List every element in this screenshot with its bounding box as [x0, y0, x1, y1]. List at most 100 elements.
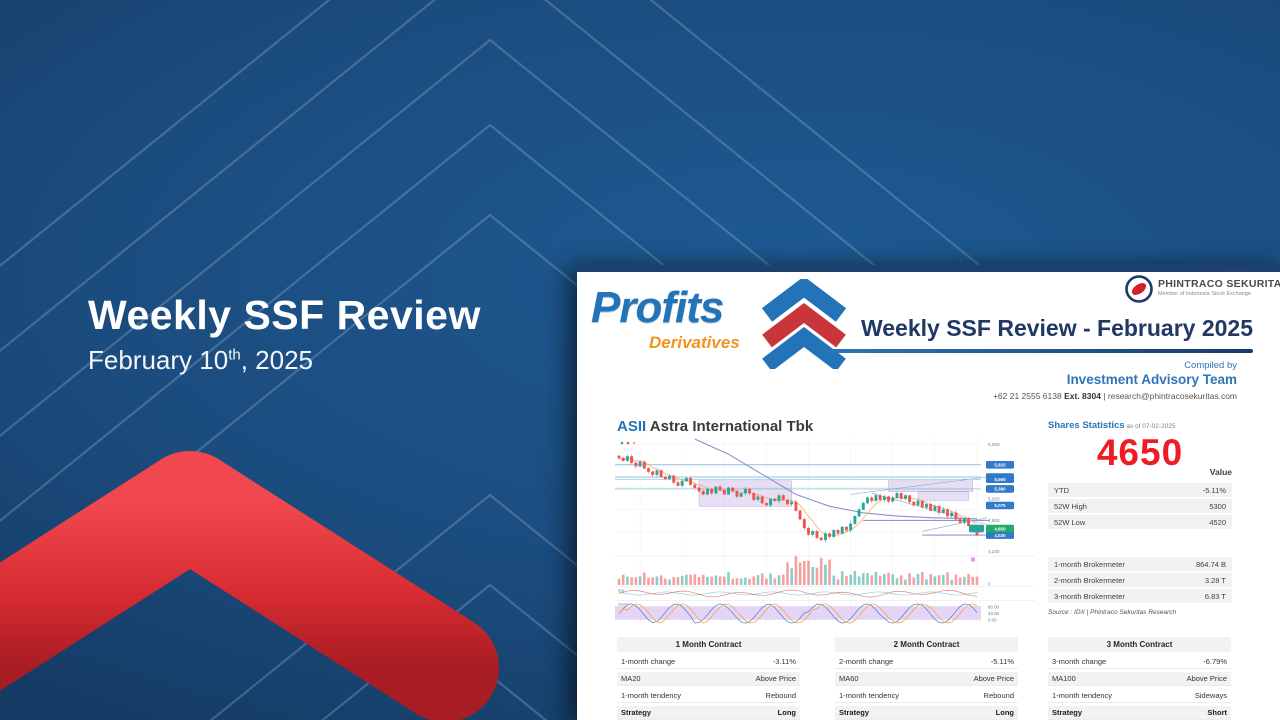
contract-row-label: Strategy	[1052, 708, 1083, 717]
contract-row: 1-month tendency Rebound	[617, 689, 800, 703]
stats-row: YTD -5.11%	[1048, 483, 1232, 497]
contract-row-label: MA60	[839, 674, 859, 683]
phintraco-tagline: Member of Indonesia Stock Exchange	[1158, 291, 1251, 297]
contract-row: 1-month tendency Sideways	[1048, 689, 1231, 703]
slide-date-ordinal: th	[228, 346, 241, 364]
compiled-by-label: Compiled by	[1184, 360, 1237, 371]
contract-row-value: Above Price	[755, 674, 796, 683]
broker-row: 3-month Brokermeter 6.83 T	[1048, 589, 1232, 603]
contract-row: 1-month change -3.11%	[617, 655, 800, 669]
contract-row: MA60 Above Price	[835, 672, 1018, 686]
phintraco-name: PHINTRACO SEKURITAS	[1158, 278, 1280, 290]
slide-date-day: February 10	[88, 345, 229, 375]
contract-row-value: Long	[777, 708, 796, 717]
contract-table-1-month: 1 Month Contract 1-month change -3.11% MA20…	[617, 637, 800, 720]
compiled-by-block: Compiled by Investment Advisory Team +62…	[993, 360, 1237, 401]
svg-text:RSI: RSI	[618, 589, 624, 593]
stats-row: 52W High 5300	[1048, 499, 1232, 513]
contract-row-value: Short	[1207, 708, 1227, 717]
report-title: Weekly SSF Review - February 2025	[860, 315, 1254, 341]
phintraco-logo-icon	[1125, 275, 1153, 303]
compiled-by-team: Investment Advisory Team	[1066, 371, 1237, 387]
contract-row-label: 1-month change	[621, 657, 676, 666]
red-chevron-shape	[0, 451, 499, 720]
stock-ticker: ASII	[617, 418, 647, 435]
broker-row: 1-month Brokermeter 864.74 B	[1048, 557, 1232, 571]
contract-row: MA20 Above Price	[617, 672, 800, 686]
svg-text:4,650: 4,650	[994, 526, 1006, 531]
stats-row-label: 52W Low	[1054, 517, 1086, 527]
contract-row: 3-month change -6.79%	[1048, 655, 1231, 669]
contract-row: 1-month tendency Rebound	[835, 689, 1018, 703]
current-price: 4650	[1096, 432, 1184, 473]
source-note: Source : IDX | Phintraco Sekuritas Resea…	[1048, 609, 1177, 616]
shares-statistics-label: Shares Statistics	[1048, 420, 1125, 431]
svg-text:5,825: 5,825	[994, 462, 1006, 467]
broker-row-value: 3.28 T	[1204, 575, 1226, 585]
stats-row-value: -5.11%	[1202, 485, 1226, 495]
svg-text:5,075: 5,075	[994, 503, 1006, 508]
contract-row-value: -6.79%	[1203, 657, 1227, 666]
contract-table-2-month: 2 Month Contract 2-month change -5.11% MA60…	[835, 637, 1018, 720]
contract-row-label: 1-month tendency	[1052, 691, 1113, 700]
contract-row: MA100 Above Price	[1048, 672, 1231, 686]
contact-email: | research@phintracosekuritas.com	[1100, 390, 1237, 401]
price-chart: RSI Stoch 6,200 5,200 4,800 4,230 0 80.00 40.00 0…	[615, 435, 1035, 629]
contract-row-value: Above Price	[1186, 674, 1227, 683]
contract-table-header: 2 Month Contract	[835, 637, 1018, 652]
contract-row-label: Strategy	[839, 708, 870, 717]
report-title-underline	[827, 349, 1253, 353]
stats-row-value: 5300	[1209, 501, 1226, 511]
profits-logo-text: Profits	[591, 283, 724, 332]
contract-row-label: 2-month change	[839, 657, 894, 666]
shares-statistics-table: YTD -5.11% 52W High 5300 52W Low 4520	[1048, 483, 1232, 531]
contract-table-header: 1 Month Contract	[617, 637, 800, 652]
slide-title: Weekly SSF Review	[88, 292, 481, 338]
brokermeter-table: 1-month Brokermeter 864.74 B 2-month Broke…	[1048, 557, 1232, 605]
broker-row-label: 3-month Brokermeter	[1054, 591, 1125, 601]
svg-text:80.00: 80.00	[988, 605, 1000, 610]
broker-row: 2-month Brokermeter 3.28 T	[1048, 573, 1232, 587]
contract-row: Strategy Long	[835, 706, 1018, 720]
svg-text:0: 0	[988, 582, 991, 587]
stats-row-label: YTD	[1054, 485, 1069, 495]
stats-row-value: 4520	[1209, 517, 1226, 527]
stock-chart-title: ASII Astra International Tbk	[617, 418, 813, 435]
svg-text:6,200: 6,200	[988, 442, 1000, 447]
contract-row-value: Above Price	[973, 674, 1014, 683]
profits-derivatives-logo: Profits Derivatives	[589, 277, 847, 369]
stats-row: 52W Low 4520	[1048, 515, 1232, 529]
contract-row-label: Strategy	[621, 708, 652, 717]
triple-chevron-icon	[761, 279, 847, 369]
broker-row-label: 2-month Brokermeter	[1054, 575, 1125, 585]
contract-row-value: -3.11%	[772, 657, 796, 666]
contract-table-header: 3 Month Contract	[1048, 637, 1231, 652]
contract-row-label: 3-month change	[1052, 657, 1107, 666]
svg-text:Stoch: Stoch	[618, 603, 628, 607]
svg-text:5,560: 5,560	[994, 477, 1006, 482]
broker-row-value: 6.83 T	[1204, 591, 1226, 601]
shares-statistics-title: Shares Statistics as of 07-02-2025	[1048, 420, 1176, 431]
broker-row-label: 1-month Brokermeter	[1054, 559, 1125, 569]
stock-name: Astra International Tbk	[646, 418, 814, 435]
contract-row-label: MA20	[621, 674, 641, 683]
contract-row-value: Rebound	[983, 691, 1014, 700]
svg-text:4,800: 4,800	[988, 518, 1000, 523]
contract-table-3-month: 3 Month Contract 3-month change -6.79% MA10…	[1048, 637, 1231, 720]
shares-statistics-asof: as of 07-02-2025	[1124, 423, 1176, 430]
contract-row-label: MA100	[1052, 674, 1076, 683]
contract-row-label: 1-month tendency	[839, 691, 900, 700]
report-top-border	[577, 265, 1280, 272]
svg-text:5,380: 5,380	[994, 487, 1006, 492]
phintraco-sekuritas-logo: PHINTRACO SEKURITAS Member of Indonesia …	[1125, 274, 1280, 308]
contract-row: Strategy Short	[1048, 706, 1231, 720]
contract-row: 2-month change -5.11%	[835, 655, 1018, 669]
slide-date-year: , 2025	[240, 345, 313, 375]
contract-row-value: Sideways	[1194, 691, 1227, 700]
slide-date: February 10th, 2025	[88, 345, 313, 376]
contact-ext: Ext. 8304	[1064, 390, 1101, 401]
derivatives-logo-text: Derivatives	[649, 333, 740, 352]
contact-phone: +62 21 2555 6138	[992, 390, 1062, 401]
